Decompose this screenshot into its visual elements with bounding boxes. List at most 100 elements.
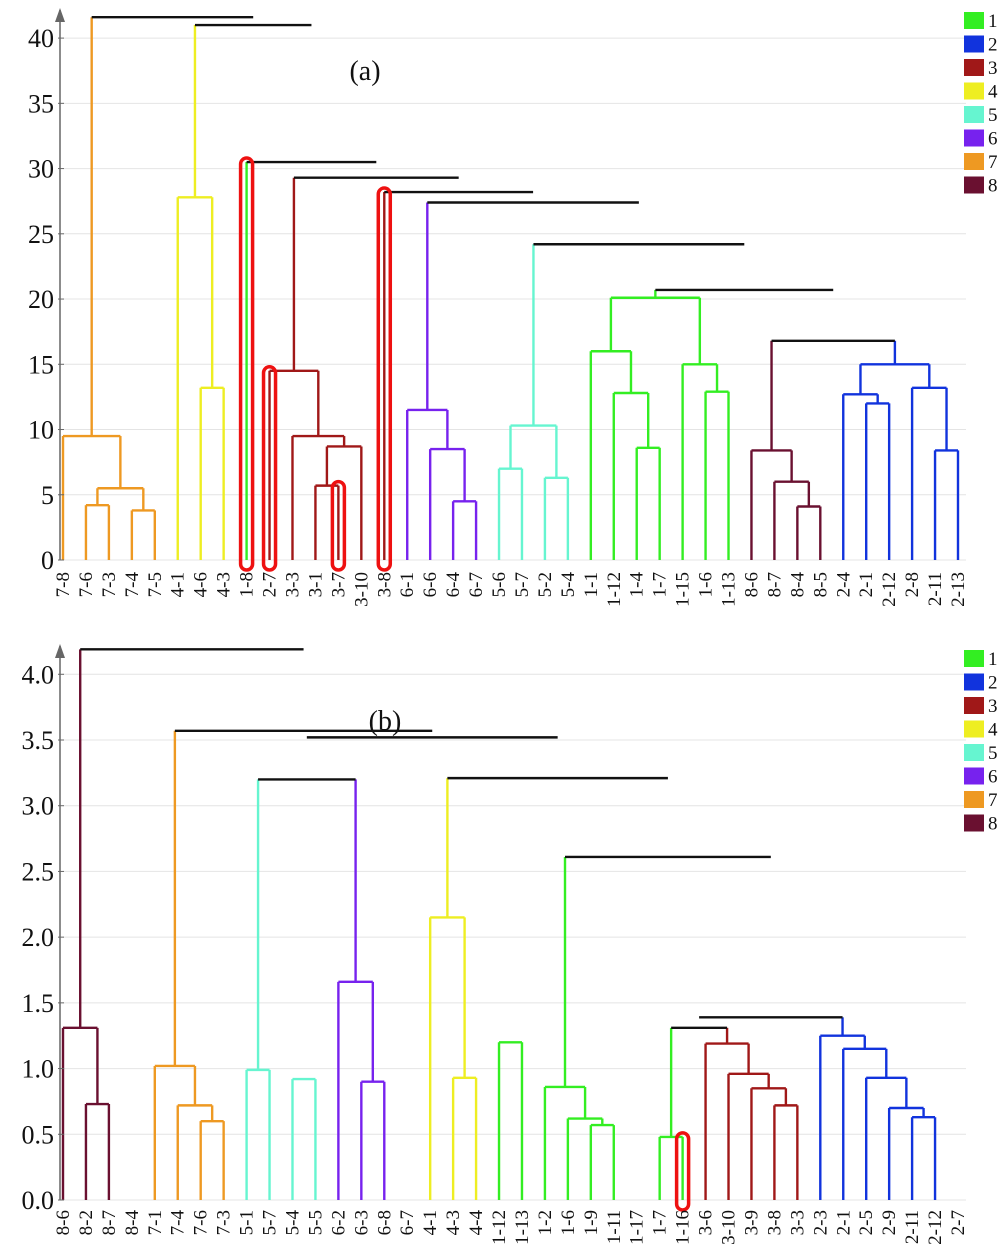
leaf-label: 8-4 xyxy=(122,1210,143,1236)
panel-a-y-axis: 0 5 10 15 20 25 30 35 40 xyxy=(28,8,65,575)
leaf-label: 3-9 xyxy=(741,1210,762,1235)
leaf-label: 7-3 xyxy=(99,572,120,597)
y-tick-label: 0 xyxy=(41,546,54,575)
leaf-label: 5-7 xyxy=(512,572,533,597)
y-axis-arrow xyxy=(55,8,65,22)
legend-label: 4 xyxy=(988,82,998,103)
panel-a-links xyxy=(61,16,960,560)
leaf-label: 5-4 xyxy=(282,1210,303,1236)
panel-b-label: (b) xyxy=(369,706,402,737)
legend-label: 8 xyxy=(988,176,998,197)
leaf-label: 1-13 xyxy=(719,572,740,607)
leaf-label: 3-3 xyxy=(787,1210,808,1235)
leaf-label: 5-2 xyxy=(535,572,556,597)
leaf-label: 1-12 xyxy=(489,1210,510,1245)
y-tick-label: 25 xyxy=(28,220,54,249)
leaf-label: 2-3 xyxy=(810,1210,831,1235)
leaf-label: 4-3 xyxy=(214,572,235,597)
leaf-label: 6-7 xyxy=(397,1210,418,1235)
legend-swatch xyxy=(964,720,984,738)
legend-swatch xyxy=(964,697,984,714)
leaf-label: 1-9 xyxy=(581,1210,602,1235)
panel-a-highlights xyxy=(238,156,393,572)
legend-label: 6 xyxy=(988,129,998,150)
legend-swatch xyxy=(964,650,984,667)
leaf-label: 7-6 xyxy=(191,1210,212,1235)
leaf-label: 4-1 xyxy=(420,1210,441,1235)
leaf-label: 1-15 xyxy=(673,572,694,607)
legend-swatch xyxy=(964,673,984,691)
leaf-label: 8-6 xyxy=(53,1210,74,1235)
leaf-label: 3-10 xyxy=(351,572,372,607)
leaf-label: 2-8 xyxy=(902,572,923,597)
legend-label: 3 xyxy=(988,58,998,79)
highlight-box xyxy=(376,186,393,572)
panel-a-leaf-labels: 7-8 7-6 7-3 7-4 7-5 4-1 4-6 4-3 1-8 2-7 3-3 3-1 3-7 3… xyxy=(53,572,969,607)
legend-swatch xyxy=(964,129,984,147)
leaf-label: 3-10 xyxy=(719,1210,740,1245)
legend-label: 4 xyxy=(988,720,998,741)
legend-label: 5 xyxy=(988,105,998,126)
legend-swatch xyxy=(964,153,984,170)
y-tick-label: 15 xyxy=(28,350,54,379)
leaf-label: 2-12 xyxy=(879,572,900,607)
y-tick-label: 0.0 xyxy=(22,1186,55,1215)
panel-b-legend: 1 23 45 67 8 xyxy=(964,649,998,835)
leaf-label: 5-7 xyxy=(260,1210,281,1235)
leaf-label: 3-8 xyxy=(374,572,395,597)
leaf-label: 1-4 xyxy=(627,572,648,598)
leaf-label: 5-4 xyxy=(558,572,579,598)
panel-b-dendrogram: 0.0 0.5 1.0 1.5 2.0 2.5 3.0 3.5 4.0 8-6 8-2 8-7 8-4… xyxy=(22,644,998,1245)
legend-swatch xyxy=(964,59,984,76)
y-tick-label: 1.5 xyxy=(22,989,55,1018)
leaf-label: 4-6 xyxy=(191,572,212,597)
leaf-label: 2-1 xyxy=(856,572,877,597)
legend-label: 2 xyxy=(988,35,998,56)
leaf-label: 2-11 xyxy=(902,1210,923,1244)
leaf-label: 1-1 xyxy=(581,572,602,597)
y-tick-label: 0.5 xyxy=(22,1120,55,1149)
y-tick-label: 10 xyxy=(28,416,54,445)
leaf-label: 7-8 xyxy=(53,572,74,597)
panel-a-label: (a) xyxy=(349,56,380,87)
leaf-label: 6-6 xyxy=(420,572,441,597)
leaf-label: 2-1 xyxy=(833,1210,854,1235)
panel-a-grid xyxy=(63,37,966,561)
leaf-label: 7-3 xyxy=(214,1210,235,1235)
leaf-label: 1-6 xyxy=(696,572,717,597)
panel-b-y-axis: 0.0 0.5 1.0 1.5 2.0 2.5 3.0 3.5 4.0 xyxy=(22,644,65,1215)
leaf-label: 2-4 xyxy=(833,572,854,598)
legend-swatch xyxy=(964,106,984,123)
legend-swatch xyxy=(964,12,984,29)
leaf-label: 2-13 xyxy=(948,572,969,607)
leaf-label: 2-9 xyxy=(879,1210,900,1235)
leaf-label: 2-11 xyxy=(925,572,946,606)
leaf-label: 6-4 xyxy=(443,572,464,598)
legend-label: 2 xyxy=(988,673,998,694)
leaf-label: 1-7 xyxy=(650,572,671,597)
leaf-label: 6-2 xyxy=(328,1210,349,1235)
highlight-box xyxy=(238,156,255,572)
y-tick-label: 1.0 xyxy=(22,1055,55,1084)
leaf-label: 3-1 xyxy=(305,572,326,597)
legend-label: 1 xyxy=(988,649,998,670)
legend-swatch xyxy=(964,791,984,808)
y-tick-label: 20 xyxy=(28,285,54,314)
leaf-label: 7-6 xyxy=(76,572,97,597)
leaf-label: 7-1 xyxy=(145,1210,166,1235)
legend-label: 7 xyxy=(988,790,998,811)
panel-b-links xyxy=(61,648,937,1200)
y-axis-arrow xyxy=(55,644,65,658)
leaf-label: 5-6 xyxy=(489,572,510,597)
y-tick-label: 3.0 xyxy=(22,792,55,821)
legend-swatch xyxy=(964,744,984,761)
leaf-label: 1-17 xyxy=(627,1210,648,1245)
highlight-box xyxy=(330,479,347,572)
leaf-label: 4-4 xyxy=(466,1210,487,1236)
leaf-label: 5-5 xyxy=(305,1210,326,1235)
legend-label: 1 xyxy=(988,11,998,32)
leaf-label: 3-6 xyxy=(696,1210,717,1235)
legend-swatch xyxy=(964,814,984,832)
